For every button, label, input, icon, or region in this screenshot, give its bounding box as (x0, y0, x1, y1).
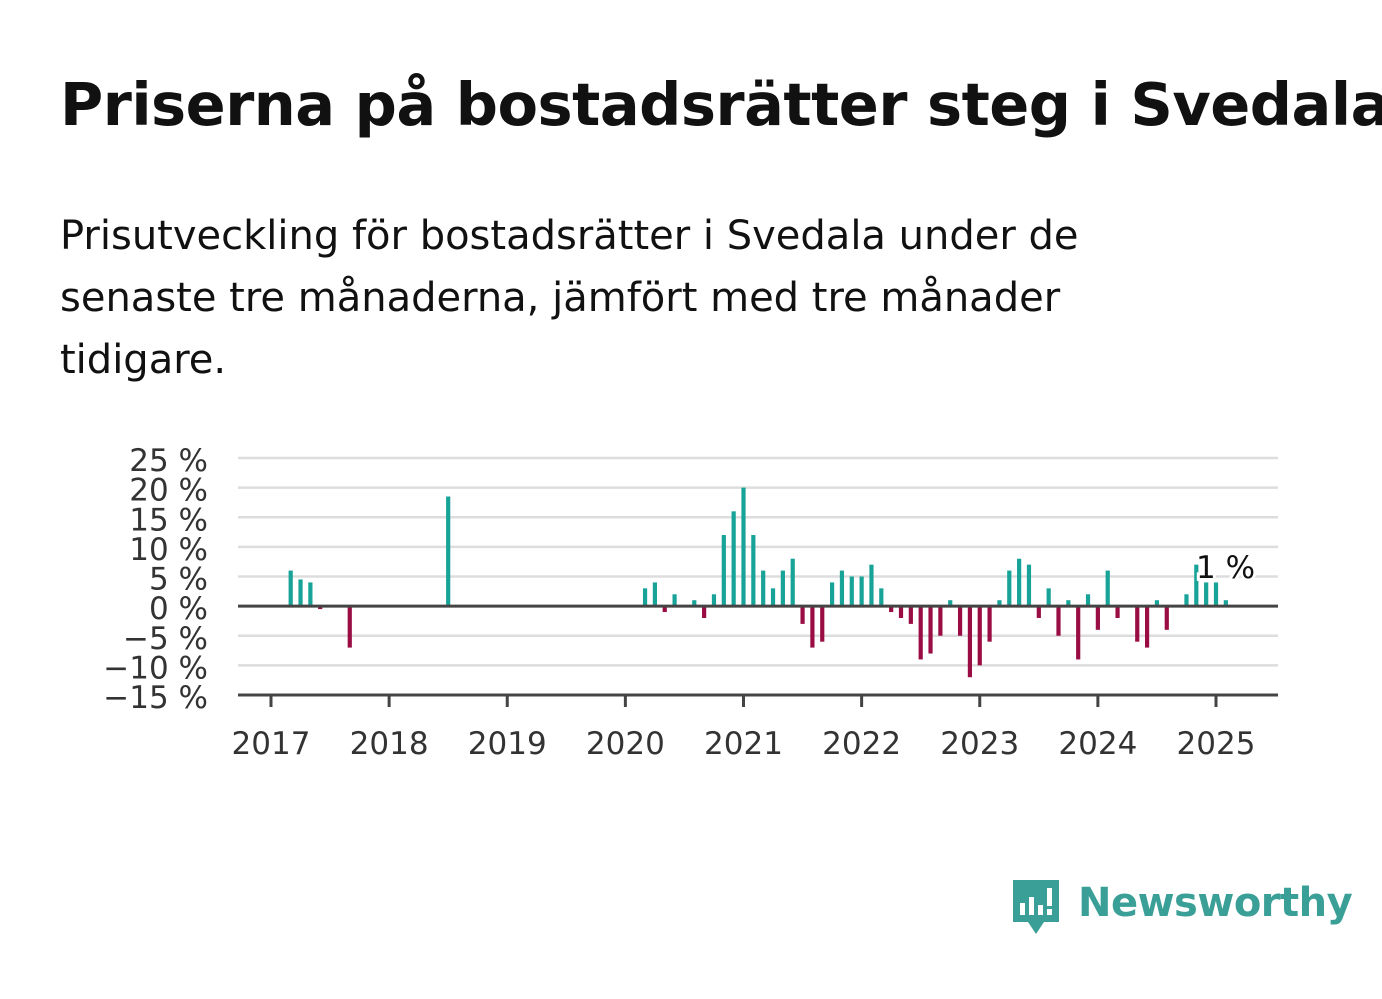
bar (839, 570, 845, 607)
x-tick-label: 2021 (704, 726, 783, 762)
axes (238, 604, 1278, 707)
bar (928, 606, 933, 654)
newsworthy-logo: Newsworthy (1010, 878, 1353, 940)
x-tick-label: 2025 (1177, 726, 1256, 762)
bar (918, 606, 923, 660)
brand-name: Newsworthy (1078, 880, 1353, 926)
gridlines (238, 456, 1278, 667)
bar (288, 570, 293, 607)
bar (948, 600, 953, 607)
bar (908, 606, 913, 624)
y-tick-label: 20 % (129, 473, 208, 509)
annotation-label: 1 % (1196, 550, 1255, 586)
bar (800, 606, 805, 624)
bars (288, 487, 1228, 678)
chart-title: Priserna på bostadsrätter steg i Svedala (60, 70, 1382, 139)
bar (1223, 600, 1228, 607)
bar (751, 535, 756, 607)
bar (642, 588, 648, 607)
bar (957, 606, 963, 636)
bar (1164, 606, 1169, 630)
bar (1144, 606, 1150, 648)
bar (820, 606, 825, 642)
y-tick-label: −15 % (103, 680, 208, 716)
bar (938, 606, 943, 636)
bar (1154, 600, 1160, 607)
bar (849, 576, 854, 607)
bar (997, 600, 1002, 607)
tick-labels: 25 %20 %15 %10 %5 %0 %−5 %−10 %−15 % 2017… (103, 443, 1258, 762)
bar (898, 606, 904, 618)
bar (761, 570, 766, 607)
bar (810, 606, 815, 648)
y-tick-label: 0 % (149, 591, 208, 627)
y-tick-label: 15 % (129, 502, 208, 538)
bar (1026, 564, 1032, 607)
bar (1204, 582, 1209, 607)
x-tick-label: 2019 (468, 726, 547, 762)
y-tick-label: −5 % (123, 621, 208, 657)
bar (1046, 588, 1051, 607)
bar (702, 606, 707, 618)
x-tick-label: 2023 (940, 726, 1019, 762)
x-tick-label: 2020 (586, 726, 665, 762)
bar (711, 594, 717, 607)
bar (652, 582, 658, 607)
bar (692, 600, 697, 607)
x-tick-label: 2018 (350, 726, 429, 762)
newsworthy-logo-icon (1013, 880, 1059, 934)
bar (672, 594, 677, 607)
bar (967, 606, 973, 678)
bar (869, 564, 874, 607)
bar (298, 579, 303, 607)
bar (1115, 606, 1120, 618)
bar (308, 582, 313, 607)
bar (977, 606, 982, 666)
bar (889, 606, 894, 613)
bar (662, 606, 667, 613)
bar (829, 582, 835, 607)
bar (879, 588, 884, 607)
bar (770, 588, 776, 607)
bar (446, 496, 451, 607)
bar (731, 511, 736, 607)
bar (1066, 600, 1071, 607)
bar (1184, 594, 1189, 607)
x-tick-label: 2017 (232, 726, 311, 762)
bar (1135, 606, 1140, 642)
bar (1085, 594, 1091, 607)
bar (780, 570, 785, 607)
bar (1194, 564, 1199, 607)
x-tick-label: 2024 (1058, 726, 1137, 762)
bar (1036, 606, 1041, 618)
y-tick-label: 10 % (129, 532, 208, 568)
bar (741, 487, 746, 607)
x-tick-label: 2022 (822, 726, 901, 762)
bar (790, 558, 795, 607)
bar (1056, 606, 1061, 636)
bar (347, 606, 352, 648)
y-tick-label: 25 % (129, 443, 208, 479)
bar (1076, 606, 1081, 660)
bar (1213, 582, 1219, 607)
bar (1017, 558, 1022, 607)
bar (1095, 606, 1100, 630)
bar (1105, 570, 1110, 607)
y-tick-label: −10 % (103, 650, 208, 686)
bar (721, 535, 726, 607)
bar (859, 576, 864, 607)
bar (1007, 570, 1012, 607)
chart-subtitle: Prisutveckling för bostadsrätter i Sveda… (60, 213, 1079, 383)
bar (987, 606, 992, 642)
y-tick-label: 5 % (149, 562, 208, 598)
